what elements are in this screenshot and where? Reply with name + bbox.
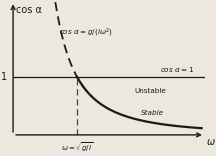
Text: 1: 1 [1,72,7,82]
Text: $cos\ \alpha = 1$: $cos\ \alpha = 1$ [160,65,194,74]
Text: cos α: cos α [16,5,42,15]
Text: $\omega = \sqrt{g/l}$: $\omega = \sqrt{g/l}$ [61,141,93,154]
Text: ω: ω [207,137,215,147]
Text: Unstable: Unstable [135,88,166,94]
Text: $cos\ \alpha = g/(l\omega^2)$: $cos\ \alpha = g/(l\omega^2)$ [59,27,113,39]
Text: Stable: Stable [141,110,164,116]
